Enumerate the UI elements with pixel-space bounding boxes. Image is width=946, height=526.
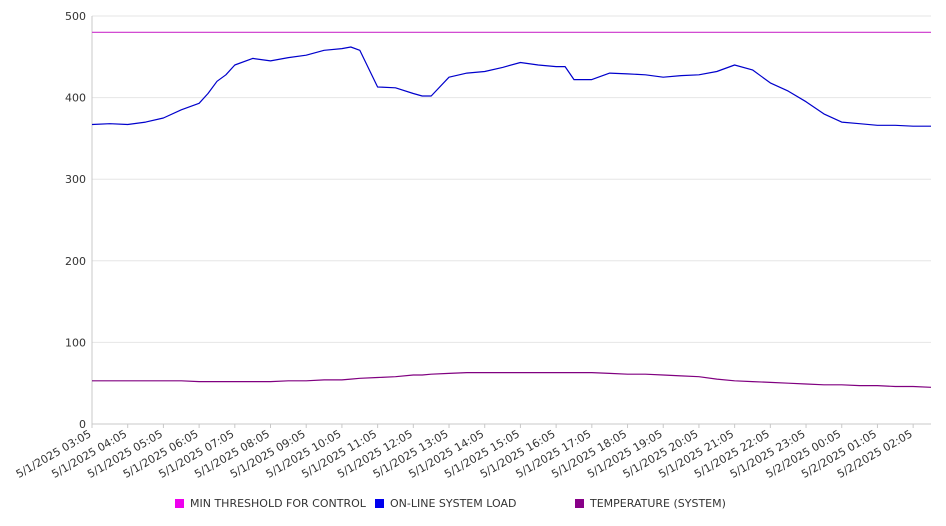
axes <box>91 16 931 428</box>
series-line-system-load <box>91 46 931 127</box>
legend-swatch-temperature <box>575 499 584 508</box>
legend-label-temperature: TEMPERATURE (SYSTEM) <box>590 497 726 510</box>
legend: MIN THRESHOLD FOR CONTROL ON-LINE SYSTEM… <box>0 497 946 513</box>
legend-label-min-threshold: MIN THRESHOLD FOR CONTROL <box>190 497 366 510</box>
y-tick-label: 200 <box>65 255 86 268</box>
y-tick-label: 0 <box>79 418 86 431</box>
legend-swatch-min-threshold <box>175 499 184 508</box>
series-lines <box>91 31 932 388</box>
x-tick-labels: 5/1/2025 03:055/1/2025 04:055/1/2025 05:… <box>14 427 915 481</box>
series-line-temperature <box>92 372 932 388</box>
legend-item-min-threshold[interactable]: MIN THRESHOLD FOR CONTROL <box>175 497 366 510</box>
legend-item-temperature[interactable]: TEMPERATURE (SYSTEM) <box>575 497 726 510</box>
y-tick-label: 400 <box>65 92 86 105</box>
y-tick-label: 300 <box>65 173 86 186</box>
y-tick-labels: 0 100 200 300 400 500 <box>65 10 86 431</box>
legend-item-system-load[interactable]: ON-LINE SYSTEM LOAD <box>375 497 516 510</box>
gridlines <box>92 15 931 343</box>
legend-label-system-load: ON-LINE SYSTEM LOAD <box>390 497 517 510</box>
y-tick-label: 500 <box>65 10 86 23</box>
y-tick-label: 100 <box>65 336 86 349</box>
legend-swatch-system-load <box>375 499 384 508</box>
